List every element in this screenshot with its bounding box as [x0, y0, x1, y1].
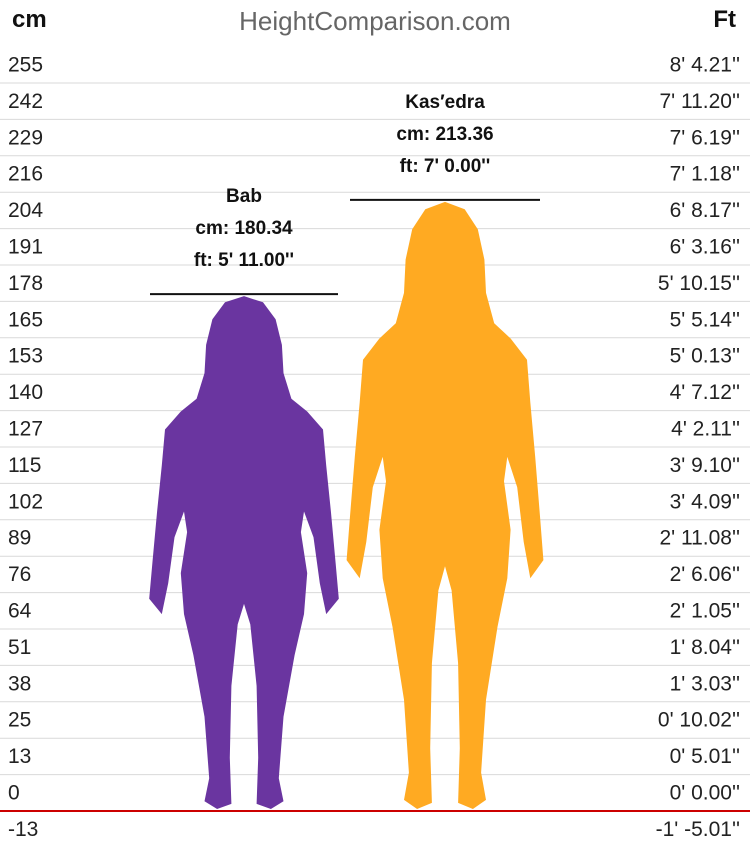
y-tick-cm: 165	[8, 308, 43, 331]
person-height-cm: cm: 213.36	[396, 124, 493, 145]
y-tick-ft: 2' 11.08''	[659, 527, 740, 550]
person-height-ft: ft: 7' 0.00''	[400, 156, 491, 177]
y-tick-cm: 102	[8, 490, 43, 513]
y-tick-cm: 0	[8, 782, 20, 805]
person-kasedra[interactable]: Kas′edra cm: 213.36 ft: 7' 0.00''	[346, 92, 544, 809]
y-tick-ft: 7' 6.19''	[670, 126, 740, 149]
y-tick-cm: 153	[8, 345, 43, 368]
y-tick-ft: 0' 5.01''	[670, 745, 740, 768]
y-tick-ft: 5' 5.14''	[670, 308, 740, 331]
y-tick-cm: 229	[8, 126, 43, 149]
y-tick-ft: 4' 7.12''	[670, 381, 740, 404]
y-tick-ft: 1' 8.04''	[670, 636, 740, 659]
person-name: Kas′edra	[405, 92, 485, 113]
y-tick-cm: 242	[8, 90, 43, 113]
y-tick-ft: 7' 1.18''	[670, 163, 740, 186]
people-silhouettes: Bab cm: 180.34 ft: 5' 11.00'' Kas′edra cm: 2…	[149, 92, 544, 810]
y-tick-ft: 5' 10.15''	[658, 272, 740, 295]
y-tick-cm: 255	[8, 54, 43, 77]
y-tick-cm: 25	[8, 709, 31, 732]
y-tick-ft: 3' 9.10''	[670, 454, 740, 477]
person-bab[interactable]: Bab cm: 180.34 ft: 5' 11.00''	[149, 186, 339, 810]
grid-lines	[0, 82, 750, 812]
axis-ticks: 255 8' 4.21'' 242 7' 11.20'' 229 7' 6.19'' 216…	[8, 54, 740, 841]
y-tick-ft: 2' 6.06''	[670, 563, 740, 586]
y-tick-ft: 7' 11.20''	[659, 90, 740, 113]
y-tick-ft: -1' -5.01''	[656, 818, 740, 841]
silhouette-bab[interactable]	[149, 296, 339, 810]
site-title[interactable]: HeightComparison.com	[239, 6, 511, 36]
y-tick-cm: 127	[8, 418, 43, 441]
silhouette-kasedra[interactable]	[346, 201, 544, 809]
person-height-ft: ft: 5' 11.00''	[194, 250, 294, 271]
y-tick-ft: 0' 10.02''	[658, 709, 740, 732]
y-tick-cm: 178	[8, 272, 43, 295]
y-tick-cm: 38	[8, 672, 31, 695]
y-tick-ft: 4' 2.11''	[671, 418, 740, 441]
y-tick-ft: 1' 3.03''	[670, 672, 740, 695]
y-tick-ft: 6' 8.17''	[670, 199, 740, 222]
header: cm HeightComparison.com Ft	[0, 0, 750, 44]
person-name: Bab	[226, 186, 262, 207]
y-tick-ft: 5' 0.13''	[670, 345, 740, 368]
y-tick-cm: 216	[8, 163, 43, 186]
y-tick-cm: 89	[8, 527, 31, 550]
y-tick-cm: 115	[8, 454, 41, 477]
y-tick-cm: -13	[8, 818, 38, 841]
y-tick-ft: 6' 3.16''	[670, 236, 740, 259]
ft-unit-label: Ft	[713, 6, 736, 33]
y-tick-ft: 0' 0.00''	[670, 782, 740, 805]
y-tick-ft: 3' 4.09''	[670, 490, 740, 513]
y-tick-cm: 76	[8, 563, 31, 586]
cm-unit-label: cm	[12, 6, 47, 33]
y-tick-cm: 13	[8, 745, 31, 768]
y-tick-ft: 2' 1.05''	[670, 600, 740, 623]
y-tick-ft: 8' 4.21''	[670, 54, 740, 77]
y-tick-cm: 64	[8, 600, 32, 623]
person-height-cm: cm: 180.34	[195, 218, 293, 239]
y-tick-cm: 204	[8, 199, 43, 222]
y-tick-cm: 191	[8, 236, 43, 259]
y-tick-cm: 51	[8, 636, 31, 659]
y-tick-cm: 140	[8, 381, 43, 404]
